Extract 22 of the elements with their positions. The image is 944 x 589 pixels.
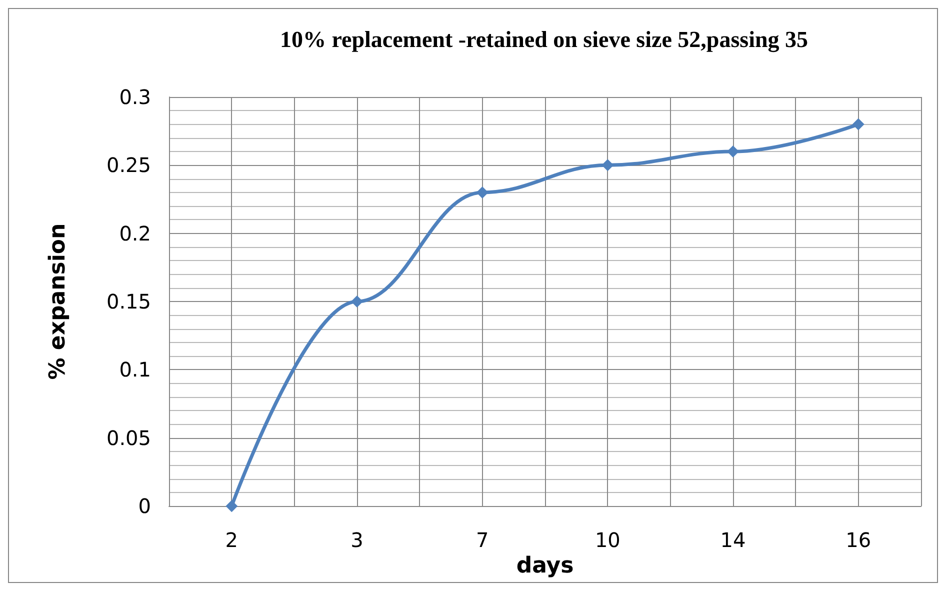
y-axis-title: % expansion — [46, 223, 70, 380]
x-tick-label: 14 — [720, 528, 746, 552]
point — [727, 146, 739, 158]
y-tick-label: 0.15 — [106, 290, 151, 314]
point — [351, 296, 363, 308]
y-tick-label: 0 — [138, 494, 151, 518]
y-tick-label: 0.05 — [106, 426, 151, 450]
point — [476, 186, 488, 198]
point — [602, 159, 614, 172]
x-tick-label: 7 — [476, 528, 489, 552]
y-tick-label: 0.1 — [119, 358, 151, 382]
x-axis-title: days — [516, 554, 574, 578]
y-tick-label: 0.2 — [119, 221, 151, 246]
x-tick-label: 3 — [350, 528, 364, 552]
point — [852, 118, 864, 130]
y-tick-label: 0.25 — [106, 153, 151, 178]
point — [226, 500, 238, 512]
y-tick-label: 0.3 — [119, 85, 151, 109]
x-tick-label: 2 — [225, 528, 238, 552]
chart-title: 10% replacement -retained on sieve size 52,passing 35 — [280, 27, 808, 53]
x-tick-label: 10 — [594, 528, 620, 552]
x-tick-label: 16 — [846, 528, 872, 552]
